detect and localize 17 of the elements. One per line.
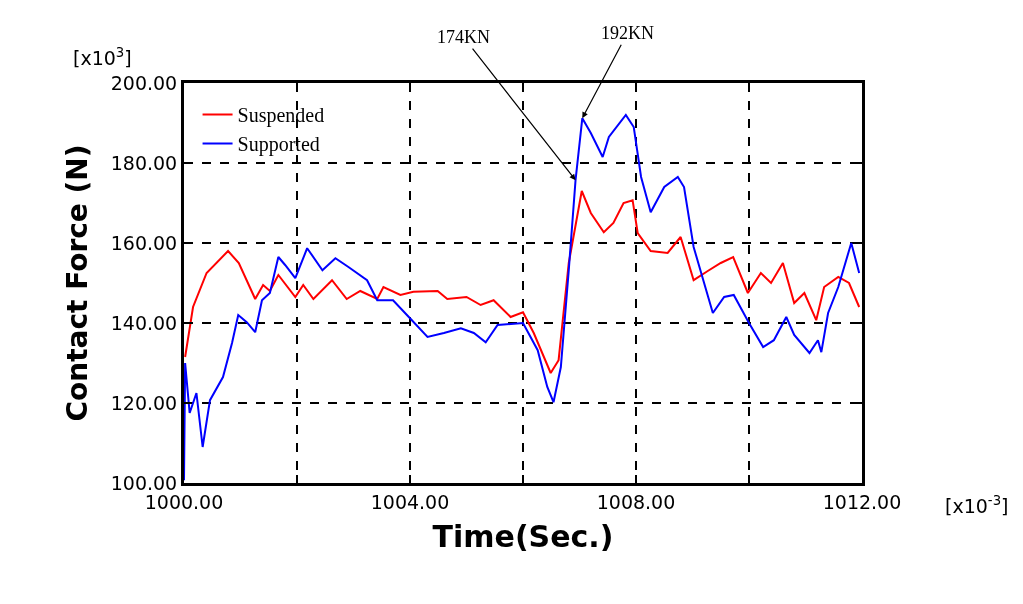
y-tick-label: 140.00 (110, 311, 178, 334)
legend-label: Supported (237, 133, 320, 157)
y-axis-title: Contact Force (N) (61, 144, 95, 422)
y-tick-label: 160.00 (110, 231, 178, 254)
y-tick-label: 120.00 (110, 391, 178, 414)
x-tick-label: 1004.00 (370, 490, 450, 513)
text: [x10$^{3}$] (73, 45, 132, 69)
legend-label: Suspended (237, 104, 325, 128)
y-tick-label: 180.00 (110, 151, 178, 174)
x-axis-title: Time(Sec.) (432, 519, 614, 555)
y-tick-label: 200.00 (110, 71, 178, 94)
annotation: 174KN (437, 27, 490, 47)
text: [x10$^{-3}$] (945, 493, 1009, 517)
line-series (184, 190, 861, 374)
annotation: 192KN (601, 23, 654, 43)
x-tick-label: 1012.00 (822, 490, 902, 513)
x-tick-label: 1008.00 (596, 490, 676, 513)
